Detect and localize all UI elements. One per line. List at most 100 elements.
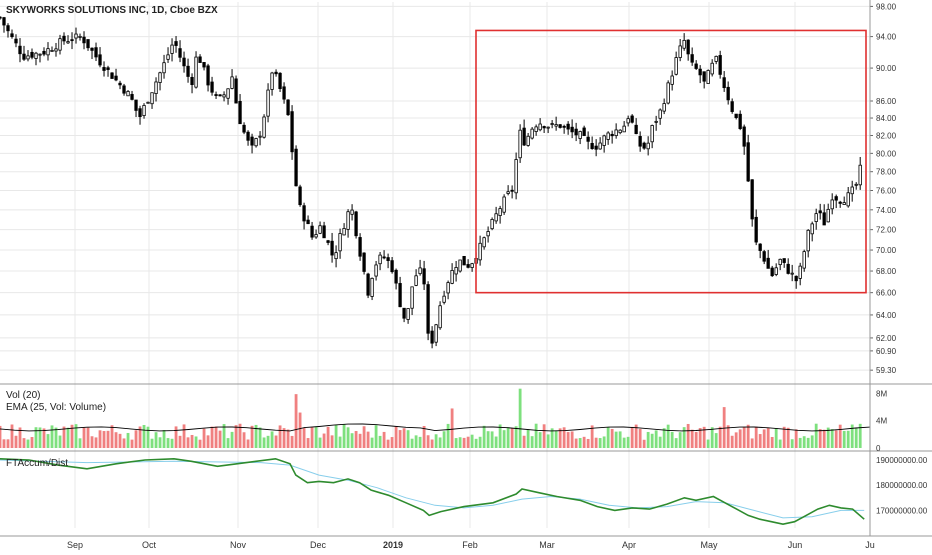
candle-body — [294, 148, 298, 187]
volume-bar — [198, 439, 202, 448]
volume-bar — [778, 439, 782, 448]
candle-body — [118, 82, 122, 86]
candle-body — [58, 38, 62, 51]
volume-bar — [402, 428, 406, 448]
volume-bar — [458, 437, 462, 448]
candle-body — [182, 57, 186, 67]
volume-bar — [302, 427, 306, 448]
volume-bar — [562, 427, 566, 448]
volume-bar — [738, 429, 742, 448]
candle-body — [746, 142, 750, 182]
candle-body — [714, 55, 718, 62]
volume-bar — [162, 430, 166, 448]
chart-title: SKYWORKS SOLUTIONS INC, 1D, Cboe BZX — [6, 5, 218, 16]
candle-body — [702, 71, 706, 82]
candle-body — [34, 52, 38, 59]
volume-bar — [82, 427, 86, 448]
candle-body — [634, 124, 638, 135]
volume-bar — [18, 427, 22, 448]
volume-bar — [654, 430, 658, 448]
volume-bar — [834, 430, 838, 448]
candle-body — [138, 108, 142, 118]
y-tick-label: 74.00 — [876, 206, 897, 215]
candle-body — [326, 240, 330, 243]
accum-tick-label: 190000000.00 — [876, 456, 928, 465]
volume-bar — [558, 428, 562, 448]
volume-bar — [186, 437, 190, 448]
volume-bar — [314, 427, 318, 448]
candle-body — [66, 41, 70, 44]
volume-bar — [758, 434, 762, 448]
candle-body — [382, 256, 386, 259]
candle-body — [562, 125, 566, 128]
volume-bar — [818, 429, 822, 448]
volume-bar — [258, 427, 262, 448]
candle-body — [834, 196, 838, 201]
volume-bar — [534, 423, 538, 448]
candle-body — [754, 216, 758, 243]
volume-bar — [674, 438, 678, 448]
y-tick-label: 80.00 — [876, 149, 897, 158]
candle-body — [218, 94, 222, 97]
volume-bar — [54, 427, 58, 448]
candle-body — [290, 111, 294, 153]
volume-bar — [730, 435, 734, 448]
candle-body — [42, 50, 46, 55]
volume-bar — [190, 434, 194, 448]
candle-body — [730, 101, 734, 112]
volume-bar — [538, 432, 542, 448]
candle-body — [390, 260, 394, 273]
volume-bar — [470, 434, 474, 448]
candle-body — [418, 267, 422, 275]
candle-body — [646, 142, 650, 150]
candle-body — [98, 54, 102, 66]
volume-bar — [194, 436, 198, 448]
volume-bar — [466, 436, 470, 448]
accum-tick-label: 170000000.00 — [876, 506, 928, 515]
candle-body — [742, 126, 746, 147]
candle-body — [302, 205, 306, 222]
volume-bar — [590, 425, 594, 448]
candle-body — [246, 131, 250, 141]
candle-body — [430, 330, 434, 344]
candle-body — [690, 54, 694, 63]
volume-bar — [398, 430, 402, 448]
volume-bar — [26, 439, 30, 448]
volume-bar — [710, 427, 714, 448]
volume-bar — [658, 436, 662, 448]
candle-body — [830, 199, 834, 210]
volume-bar — [138, 426, 142, 448]
candle-body — [758, 243, 762, 251]
volume-bar — [678, 432, 682, 448]
volume-bar — [62, 426, 66, 448]
candle-body — [334, 252, 338, 260]
candle-body — [658, 109, 662, 119]
y-tick-label: 60.90 — [876, 347, 897, 356]
volume-bar — [418, 436, 422, 448]
candle-body — [726, 86, 730, 101]
candle-body — [666, 82, 670, 104]
volume-bar — [574, 438, 578, 448]
volume-bar — [326, 426, 330, 448]
candle-body — [550, 123, 554, 125]
candle-body — [414, 275, 418, 286]
x-tick-label: Oct — [142, 540, 157, 550]
candle-body — [322, 225, 326, 239]
volume-pane — [0, 388, 871, 448]
volume-bar — [154, 432, 158, 448]
volume-bar — [566, 432, 570, 448]
volume-bar — [498, 424, 502, 448]
candle-body — [854, 183, 858, 186]
candle-body — [374, 264, 378, 277]
volume-bar — [30, 437, 34, 448]
candle-body — [574, 128, 578, 136]
volume-bar — [586, 438, 590, 448]
candle-body — [490, 219, 494, 230]
candle-body — [70, 39, 74, 42]
candle-body — [558, 124, 562, 128]
volume-bar — [250, 425, 254, 448]
candle-body — [122, 85, 126, 94]
volume-bar — [414, 435, 418, 448]
candle-body — [54, 48, 58, 52]
x-tick-label: 2019 — [383, 540, 403, 550]
